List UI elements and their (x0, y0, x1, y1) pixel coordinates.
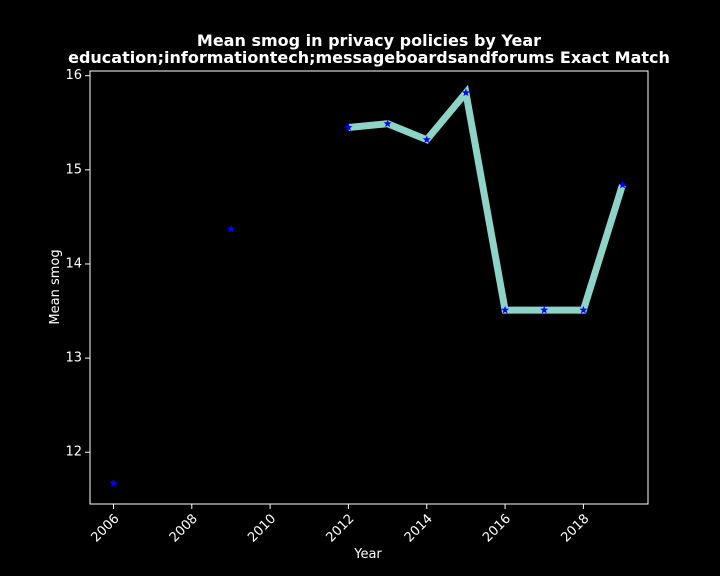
series-line (348, 84, 626, 314)
y-axis-label: Mean smog (48, 249, 63, 324)
data-point (501, 305, 510, 314)
data-point (109, 479, 118, 487)
data-point (383, 119, 392, 128)
data-point (422, 135, 431, 144)
data-point (618, 180, 627, 189)
data-point (461, 88, 470, 97)
data-point (579, 305, 588, 314)
y-tick-label: 16 (65, 68, 82, 83)
y-tick-label: 14 (65, 256, 82, 271)
chart-title: Mean smog in privacy policies by Year (197, 31, 541, 50)
x-axis-label: Year (353, 547, 382, 562)
y-tick-label: 12 (65, 445, 82, 460)
plot-frame (89, 70, 649, 505)
y-tick-label: 15 (65, 162, 82, 177)
y-tick-label: 13 (65, 351, 82, 366)
data-point (226, 224, 235, 233)
data-point (344, 123, 353, 131)
chart-subtitle: education;informationtech;messageboardsa… (68, 48, 670, 67)
data-point (540, 305, 549, 314)
